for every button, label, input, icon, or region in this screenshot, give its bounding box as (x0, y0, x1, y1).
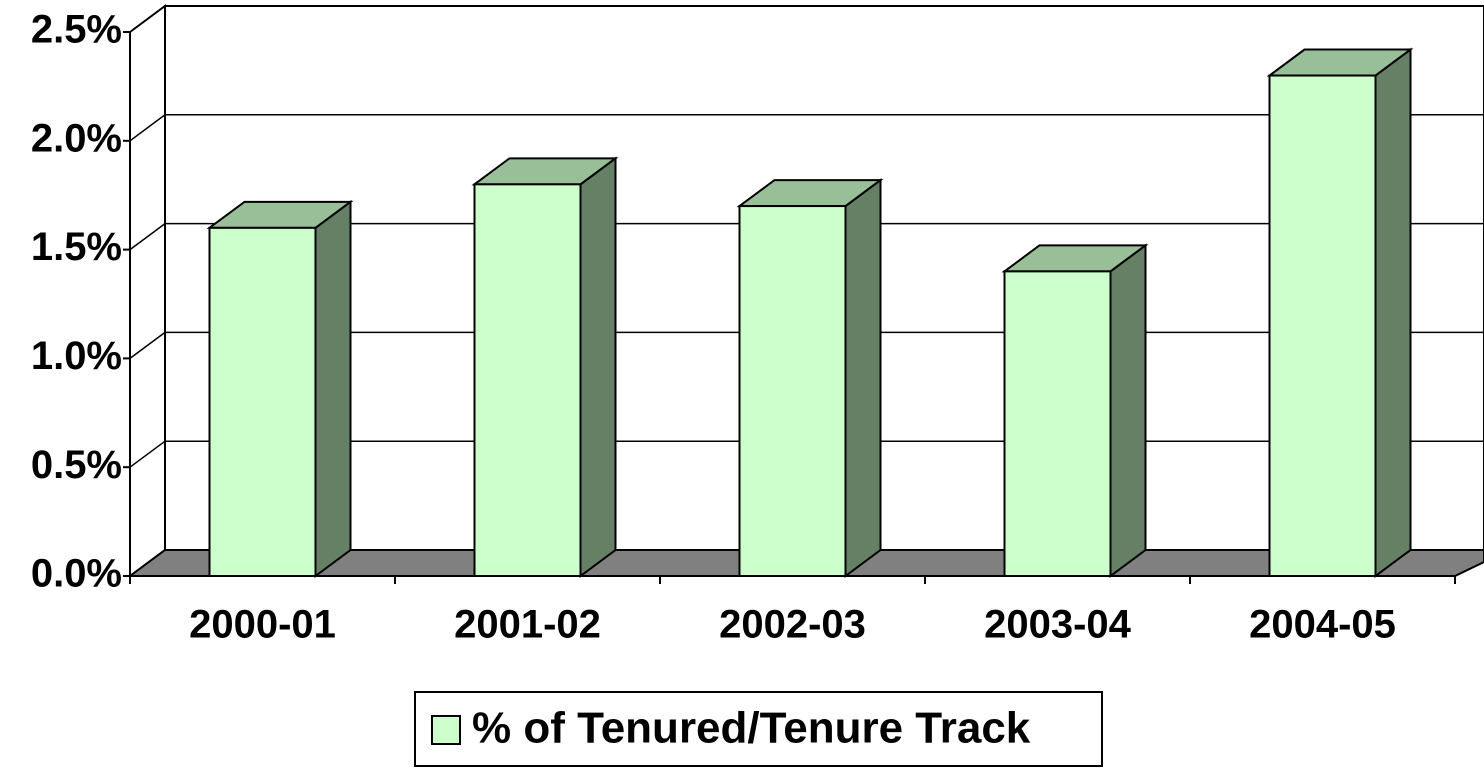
bar (208, 226, 317, 577)
side-wall (129, 4, 166, 578)
legend-box (414, 691, 1103, 767)
grid-line (129, 114, 1484, 142)
bar (738, 205, 847, 578)
bar-side (1374, 47, 1412, 578)
y-tick-label: 0.0% (31, 552, 122, 596)
legend-label: % of Tenured/Tenure Track (472, 704, 1031, 753)
x-tick-label: 2004-05 (1249, 603, 1396, 647)
y-tick-label: 1.5% (31, 225, 122, 269)
x-tick-label: 2000-01 (189, 603, 336, 647)
x-tick-label: 2003-04 (984, 603, 1132, 647)
x-tick-label: 2002-03 (719, 603, 866, 647)
bar-side (579, 156, 617, 578)
y-tick-label: 2.5% (31, 8, 122, 52)
y-tick-label: 1.0% (31, 334, 122, 378)
bar (473, 183, 582, 577)
x-tick-label: 2001-02 (454, 603, 601, 647)
y-tick-label: 2.0% (31, 116, 122, 160)
bar-side (1109, 243, 1147, 578)
grid-line (129, 222, 1484, 251)
y-tick-label: 0.5% (31, 443, 122, 487)
bar-side (314, 199, 352, 578)
legend-swatch (431, 715, 461, 745)
bar (1003, 270, 1112, 577)
bar (1268, 74, 1377, 578)
bar-side (844, 178, 882, 578)
